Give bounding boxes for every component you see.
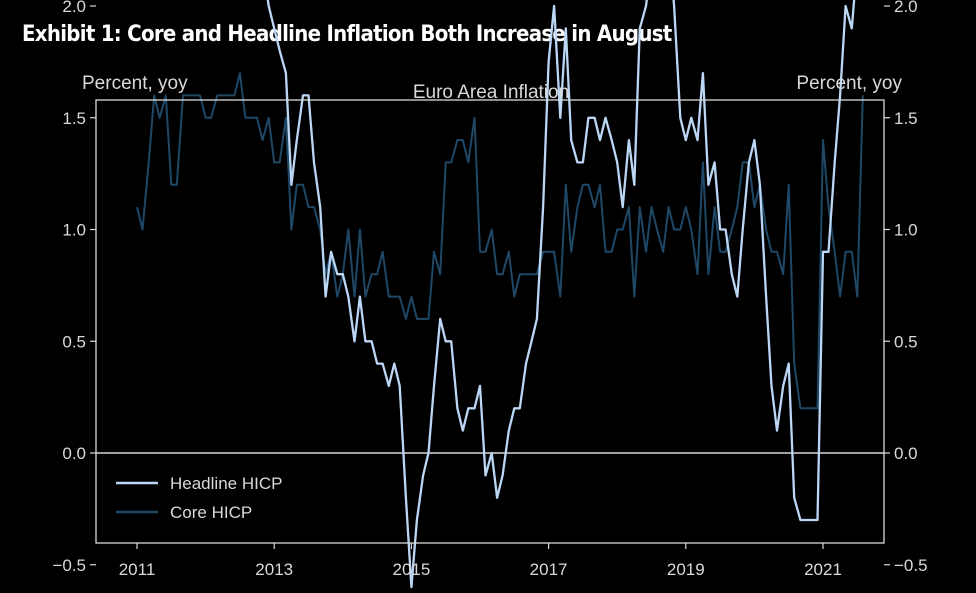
- plot-frame: [95, 99, 885, 544]
- y-tick-label-left: −0.5: [52, 556, 86, 575]
- legend-label-core: Core HICP: [170, 503, 252, 522]
- axes-group: −0.5−0.50.00.00.50.51.01.01.51.52.02.02.…: [52, 0, 927, 579]
- x-tick-label: 2017: [530, 560, 568, 579]
- y-tick-label-left: 0.0: [62, 444, 86, 463]
- y-tick-label-left: 1.5: [62, 109, 86, 128]
- x-tick-label: 2021: [804, 560, 842, 579]
- x-tick-label: 2011: [119, 560, 156, 579]
- y-tick-label-right: 2.0: [894, 0, 918, 16]
- x-tick-label: 2013: [255, 560, 293, 579]
- y-tick-label-left: 1.0: [62, 221, 86, 240]
- x-tick-label: 2015: [392, 560, 430, 579]
- core-hicp-line: [136, 72, 864, 410]
- y-tick-label-left: 0.5: [62, 332, 86, 351]
- legend: Headline HICP Core HICP: [116, 474, 282, 522]
- chart-title: Euro Area Inflation: [413, 82, 569, 103]
- y-axis-label-right: Percent, yoy: [796, 73, 902, 94]
- legend-label-headline: Headline HICP: [170, 474, 282, 493]
- y-tick-label-right: −0.5: [894, 556, 928, 575]
- core-series-group: [136, 72, 864, 410]
- y-tick-label-right: 0.0: [894, 444, 918, 463]
- headline-hicp-line: [266, 0, 856, 589]
- y-axis-label-left: Percent, yoy: [82, 73, 188, 94]
- y-tick-label-right: 1.0: [894, 221, 918, 240]
- y-tick-label-left: 2.0: [62, 0, 86, 16]
- headline-series-group: [266, 0, 856, 589]
- y-tick-label-right: 1.5: [894, 109, 918, 128]
- y-tick-label-right: 0.5: [894, 332, 918, 351]
- x-tick-label: 2019: [667, 560, 705, 579]
